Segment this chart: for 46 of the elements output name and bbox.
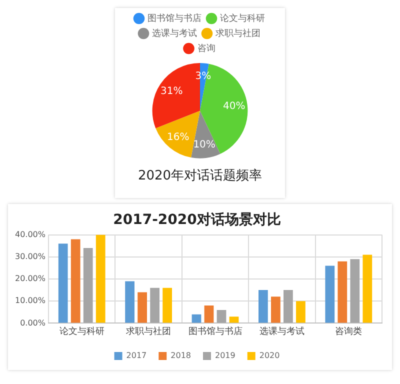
legend-label: 求职与社团 xyxy=(216,28,260,39)
bar xyxy=(284,290,293,323)
bar xyxy=(229,316,239,323)
bar xyxy=(350,259,360,323)
x-tick-label: 咨询类 xyxy=(335,326,362,337)
y-tick-label: 30.00% xyxy=(14,252,46,261)
data-label: 40% xyxy=(222,100,246,112)
data-label: 10% xyxy=(193,139,216,150)
legend-label: 咨询 xyxy=(197,42,216,54)
x-tick-label: 求职与社团 xyxy=(126,326,172,337)
bar xyxy=(271,296,280,323)
data-label: 16% xyxy=(166,132,190,143)
bar xyxy=(325,266,335,323)
data-label: 3% xyxy=(195,71,212,82)
bar xyxy=(96,234,106,323)
y-tick-label: 10.00% xyxy=(14,296,46,306)
bar xyxy=(192,314,202,323)
x-tick-label: 论文与科研 xyxy=(59,326,104,337)
data-label: 31% xyxy=(160,86,183,97)
legend-label: 选课与考试 xyxy=(152,28,197,39)
legend-label: 2019 xyxy=(215,351,236,360)
y-tick-label: 20.00% xyxy=(14,274,46,284)
bar xyxy=(150,288,160,323)
bar xyxy=(362,254,372,323)
bar xyxy=(58,244,68,323)
x-tick-label: 图书馆与书店 xyxy=(188,326,242,337)
bar xyxy=(70,239,80,323)
legend-label: 论文与科研 xyxy=(220,12,265,24)
legend-label: 2018 xyxy=(170,351,191,360)
legend-label: 2020 xyxy=(259,351,280,360)
legend-label: 图书馆与书店 xyxy=(148,12,202,24)
bar xyxy=(125,281,134,323)
bar xyxy=(204,306,214,323)
bar xyxy=(216,310,226,323)
bar xyxy=(138,292,147,323)
legend-label: 2017 xyxy=(126,351,147,360)
text: 2020年对话话题频率 xyxy=(138,168,262,184)
bar xyxy=(162,288,172,323)
x-tick-label: 选课与考试 xyxy=(259,326,304,337)
bar xyxy=(296,301,306,323)
bar xyxy=(83,248,93,323)
bar xyxy=(338,261,348,323)
y-tick-label: 0.00% xyxy=(20,318,46,328)
chart-title: 2017-2020对话场景对比 xyxy=(113,212,281,228)
y-tick-label: 40.00% xyxy=(14,230,46,239)
bar xyxy=(258,290,268,323)
